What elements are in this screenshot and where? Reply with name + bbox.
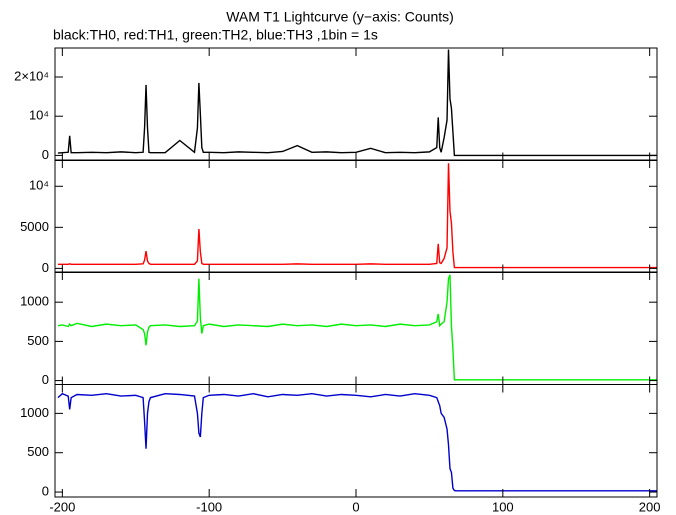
y-tick-label: 500: [27, 333, 49, 348]
y-tick-label: 0: [42, 483, 49, 498]
chart-subtitle: black:TH0, red:TH1, green:TH2, blue:TH3 …: [53, 27, 378, 43]
y-tick-label: 10⁴: [29, 108, 49, 123]
y-tick-label: 0: [42, 147, 49, 162]
y-tick-label: 5000: [20, 219, 49, 234]
y-tick-label: 10⁴: [29, 178, 49, 193]
y-tick-label: 0: [42, 260, 49, 275]
x-tick-label: -100: [196, 499, 222, 514]
light-curve: [57, 392, 657, 492]
chart-title: WAM T1 Lightcurve (y−axis: Counts): [226, 9, 454, 25]
x-tick-label: 200: [639, 499, 661, 514]
x-tick-label: 0: [352, 499, 359, 514]
x-tick-label: -200: [49, 499, 75, 514]
y-tick-label: 500: [27, 444, 49, 459]
light-curve: [57, 163, 657, 269]
y-tick-label: 2×10⁴: [14, 68, 49, 83]
y-tick-label: 1000: [20, 294, 49, 309]
panel-frame: [54, 271, 658, 385]
light-curve: [57, 49, 657, 157]
y-tick-label: 0: [42, 372, 49, 387]
x-tick-label: 100: [492, 499, 514, 514]
y-tick-label: 1000: [20, 405, 49, 420]
light-curve: [57, 274, 657, 381]
